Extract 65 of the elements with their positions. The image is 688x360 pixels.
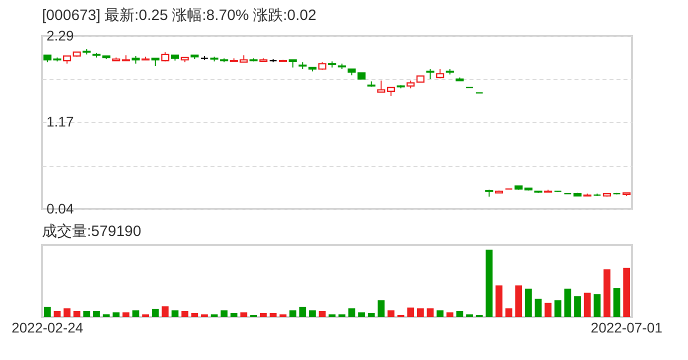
chart-title: 成交量:579190: [42, 223, 142, 240]
bar: [191, 312, 198, 317]
bar: [348, 308, 356, 317]
candlestick: [377, 80, 386, 93]
bar: [358, 312, 365, 317]
bar: [534, 298, 542, 317]
bar: [496, 285, 502, 317]
bar: [466, 314, 473, 317]
chart-title: [000673] 最新:0.25 涨幅:8.70% 涨跌:0.02: [42, 7, 316, 24]
bar: [584, 292, 591, 317]
bar: [122, 312, 130, 317]
bar: [446, 312, 454, 317]
y-tick-label: 1.17: [46, 114, 74, 130]
bar: [594, 294, 601, 317]
bar: [132, 310, 140, 317]
bar: [417, 308, 424, 317]
bar: [554, 300, 562, 317]
bar: [201, 314, 208, 317]
bar: [64, 308, 70, 317]
bar: [318, 310, 326, 317]
bar: [407, 308, 414, 317]
bar: [44, 306, 51, 317]
y-tick-label: 2.29: [46, 28, 74, 44]
bar: [73, 310, 80, 317]
bar: [152, 308, 159, 317]
bar: [623, 268, 630, 317]
bar: [299, 306, 306, 317]
bar: [613, 288, 620, 317]
bar: [181, 310, 188, 317]
candlestick: [436, 68, 444, 79]
bar: [604, 269, 610, 317]
bar: [574, 296, 581, 317]
bar: [524, 288, 532, 317]
bar: [378, 300, 385, 317]
x-tick-label: 2022-07-01: [590, 320, 663, 336]
bar: [368, 312, 375, 317]
bar: [162, 306, 169, 317]
bar: [564, 288, 572, 317]
bar: [328, 314, 336, 317]
bar: [388, 310, 394, 317]
bar: [436, 310, 444, 317]
x-tick-label: 2022-02-24: [12, 320, 84, 336]
bar: [309, 310, 316, 317]
bar: [83, 310, 90, 317]
bar: [486, 250, 493, 317]
bar: [142, 314, 150, 317]
candlestick: [161, 52, 170, 62]
bar: [230, 312, 238, 317]
bar: [515, 285, 522, 317]
bar: [338, 314, 346, 317]
bar: [93, 310, 100, 317]
bar: [270, 312, 277, 317]
bar: [260, 312, 267, 317]
y-tick-label: 0.04: [46, 200, 74, 216]
bar: [456, 310, 464, 317]
bar: [289, 310, 296, 317]
bar: [505, 308, 512, 317]
bar: [172, 310, 178, 317]
bar: [426, 308, 434, 317]
bar: [220, 310, 228, 317]
bar: [240, 312, 248, 317]
bar: [544, 302, 552, 317]
bar: [54, 310, 61, 317]
bar: [112, 312, 120, 317]
bar: [280, 314, 286, 317]
